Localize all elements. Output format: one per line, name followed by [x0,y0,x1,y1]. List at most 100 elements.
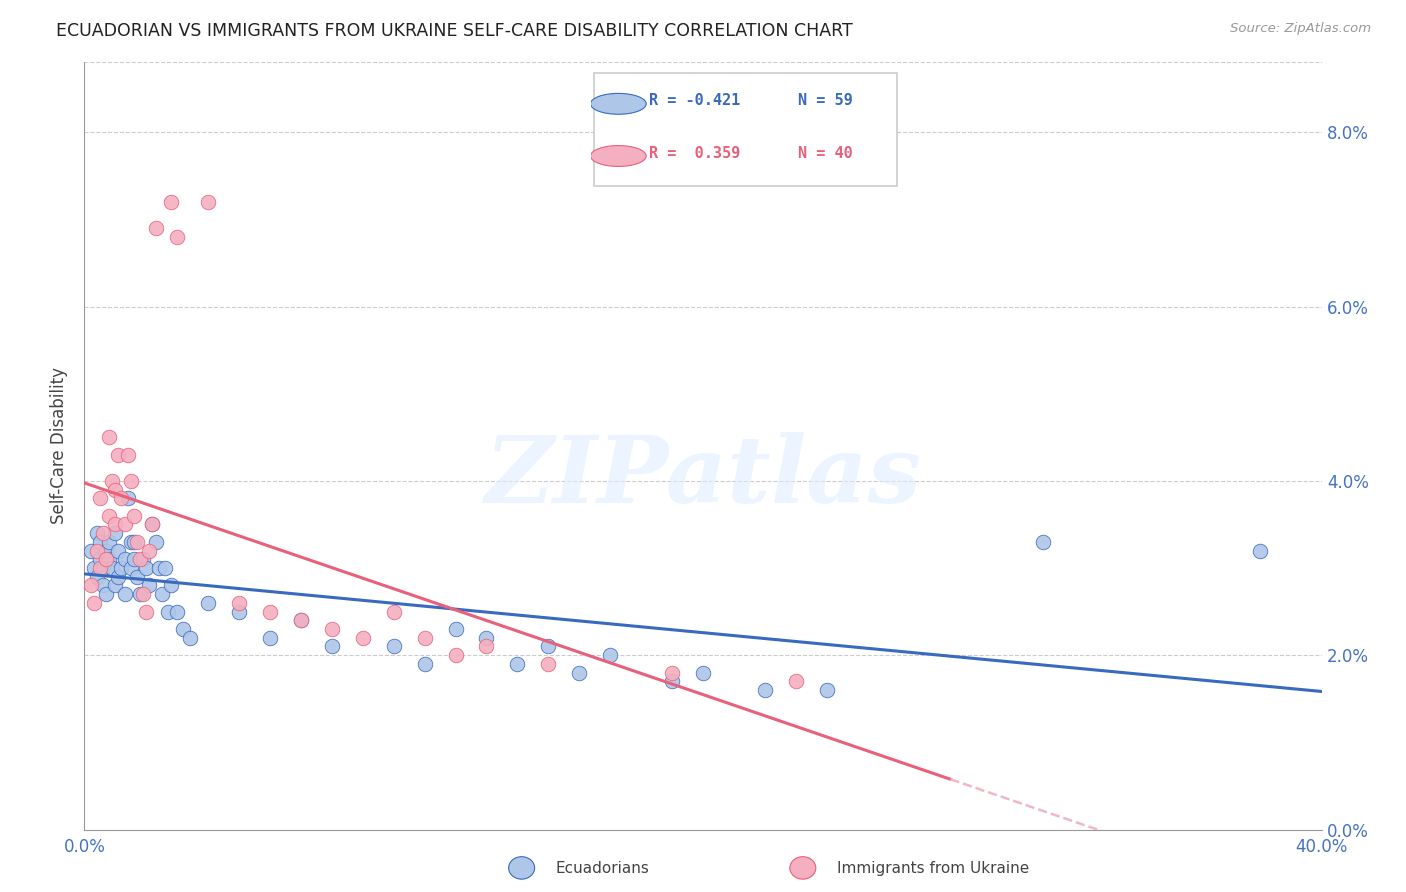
FancyBboxPatch shape [593,72,897,186]
Point [475,640,498,654]
Point [114,517,136,532]
Point [91,561,114,575]
Point [444,622,467,636]
Point [98,552,121,566]
Point [114,552,136,566]
Point [145,221,167,235]
Text: ZIPatlas: ZIPatlas [485,432,921,522]
Point [79,543,101,558]
Point [129,552,152,566]
Text: R =  0.359: R = 0.359 [650,145,741,161]
Point [179,631,201,645]
Point [228,596,250,610]
Point [537,640,560,654]
Circle shape [591,94,647,114]
Point [86,526,108,541]
Point [413,631,436,645]
Point [197,596,219,610]
Point [228,605,250,619]
Point [89,491,111,506]
Point [86,570,108,584]
Point [120,561,142,575]
Point [352,631,374,645]
Point [104,578,127,592]
Point [89,552,111,566]
Point [125,534,148,549]
Point [145,534,167,549]
Point [166,229,188,244]
Point [86,543,108,558]
Circle shape [509,856,534,880]
Point [290,613,312,627]
Point [1249,543,1271,558]
Point [107,570,129,584]
Point [125,570,148,584]
Point [160,194,183,209]
Point [321,640,343,654]
Point [599,648,621,663]
Point [160,578,183,592]
Point [122,552,145,566]
Text: Immigrants from Ukraine: Immigrants from Ukraine [837,862,1029,876]
Point [83,561,105,575]
Point [537,657,560,671]
Point [141,517,163,532]
Point [117,491,139,506]
Point [132,552,155,566]
Point [135,605,157,619]
Point [259,605,281,619]
Text: R = -0.421: R = -0.421 [650,94,741,109]
Point [661,674,683,689]
Point [79,578,101,592]
Point [156,605,179,619]
Text: N = 59: N = 59 [797,94,852,109]
Point [815,683,838,698]
Point [94,587,117,601]
Point [150,587,173,601]
Circle shape [790,856,815,880]
Point [132,587,155,601]
Text: Ecuadorians: Ecuadorians [555,862,650,876]
Point [172,622,194,636]
Point [506,657,529,671]
Point [122,508,145,523]
Point [98,508,121,523]
Point [1032,534,1054,549]
Point [107,543,129,558]
Point [117,448,139,462]
Point [153,561,176,575]
Point [475,631,498,645]
Point [120,474,142,488]
Point [138,543,160,558]
Point [110,561,132,575]
Point [141,517,163,532]
Point [104,526,127,541]
Point [89,534,111,549]
Point [94,552,117,566]
Point [148,561,170,575]
Point [138,578,160,592]
Point [101,474,124,488]
Point [135,561,157,575]
Point [89,561,111,575]
Text: Source: ZipAtlas.com: Source: ZipAtlas.com [1230,22,1371,36]
Point [382,605,405,619]
Circle shape [591,145,647,167]
Point [107,448,129,462]
Point [413,657,436,671]
Point [129,587,152,601]
Point [444,648,467,663]
Point [568,665,591,680]
Point [94,543,117,558]
Point [104,483,127,497]
Point [197,194,219,209]
Point [785,674,807,689]
Point [321,622,343,636]
Point [83,596,105,610]
Text: N = 40: N = 40 [797,145,852,161]
Point [91,526,114,541]
Point [98,534,121,549]
Point [661,665,683,680]
Point [259,631,281,645]
Point [91,578,114,592]
